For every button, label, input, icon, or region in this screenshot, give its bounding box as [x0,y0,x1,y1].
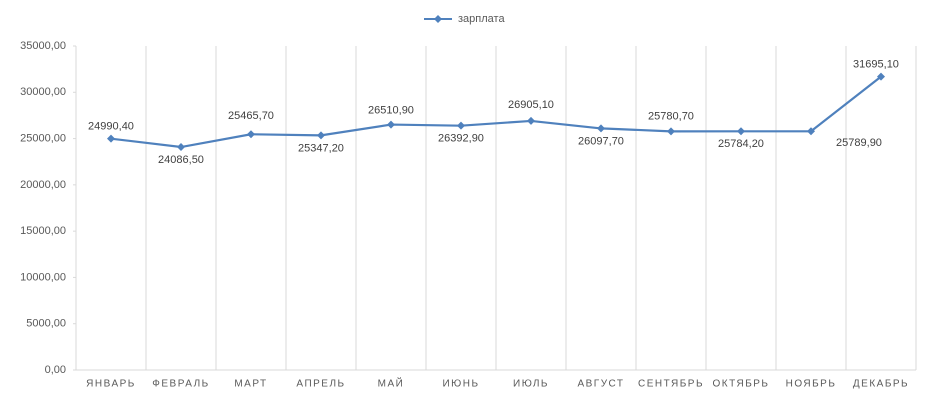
point-marker [107,134,115,143]
legend-label: зарплата [458,13,505,25]
data-label: 25789,90 [836,137,882,149]
y-tick-label: 0,00 [45,364,66,376]
x-tick-label: МАЙ [378,377,405,390]
data-label: 25347,20 [298,142,344,154]
point-marker [597,124,605,133]
y-tick-label: 20000,00 [20,179,66,191]
data-label: 26392,90 [438,133,484,145]
point-marker [527,116,535,125]
x-tick-label: МАРТ [234,379,267,390]
point-marker [667,127,675,136]
y-tick-label: 5000,00 [26,318,66,330]
y-tick-label: 35000,00 [20,40,66,52]
data-label: 26097,70 [578,135,624,147]
point-marker [457,121,465,130]
point-marker [317,131,325,140]
x-tick-label: ДЕКАБРЬ [853,379,909,390]
series-line [110,75,882,149]
data-label: 26510,90 [368,104,414,116]
y-tick-label: 10000,00 [20,271,66,283]
x-tick-label: ФЕВРАЛЬ [152,379,209,390]
x-tick-label: СЕНТЯБРЬ [638,379,704,390]
x-tick-label: ОКТЯБРЬ [712,379,769,390]
x-tick-label: НОЯБРЬ [786,379,837,390]
point-marker [247,130,255,139]
x-tick-label: ЯНВАРЬ [86,379,136,390]
point-marker [737,127,745,136]
x-tick-label: АВГУСТ [577,379,624,390]
x-tick-label: ИЮЛЬ [513,379,549,390]
point-marker [877,72,885,81]
x-tick-label: АПРЕЛЬ [296,379,345,390]
y-tick-label: 25000,00 [20,132,66,144]
data-label: 24990,40 [88,121,134,133]
data-label: 25784,20 [718,138,764,150]
y-tick-label: 15000,00 [20,225,66,237]
data-label: 24086,50 [158,154,204,166]
y-tick-label: 30000,00 [20,86,66,98]
point-marker [387,120,395,129]
data-label: 31695,10 [853,59,899,71]
point-marker [807,127,815,136]
data-label: 25465,70 [228,110,274,122]
data-label: 25780,70 [648,110,694,122]
point-marker [177,143,185,152]
x-tick-label: ИЮНЬ [442,379,479,390]
data-label: 26905,10 [508,99,554,111]
legend-marker [434,15,442,23]
